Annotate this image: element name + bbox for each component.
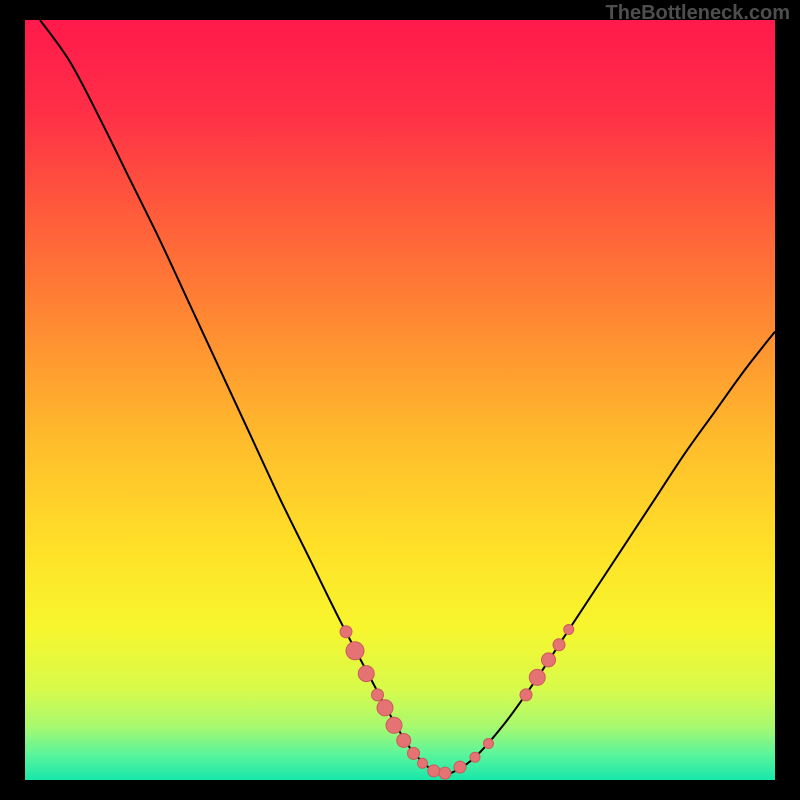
data-marker bbox=[372, 689, 384, 701]
data-marker bbox=[428, 765, 440, 777]
data-marker bbox=[529, 669, 545, 685]
chart-svg bbox=[25, 20, 775, 780]
data-marker bbox=[439, 767, 451, 779]
data-marker bbox=[454, 761, 466, 773]
data-marker bbox=[520, 689, 532, 701]
data-marker bbox=[542, 653, 556, 667]
data-marker bbox=[553, 639, 565, 651]
data-marker bbox=[386, 717, 402, 733]
data-marker bbox=[564, 625, 574, 635]
data-marker bbox=[484, 739, 494, 749]
data-marker bbox=[470, 752, 480, 762]
data-marker bbox=[377, 700, 393, 716]
data-marker bbox=[418, 758, 428, 768]
gradient-background bbox=[25, 20, 775, 780]
plot-area bbox=[25, 20, 775, 780]
data-marker bbox=[340, 626, 352, 638]
data-marker bbox=[358, 666, 374, 682]
data-marker bbox=[397, 733, 411, 747]
data-marker bbox=[408, 747, 420, 759]
chart-container: TheBottleneck.com bbox=[0, 0, 800, 800]
data-marker bbox=[346, 642, 364, 660]
